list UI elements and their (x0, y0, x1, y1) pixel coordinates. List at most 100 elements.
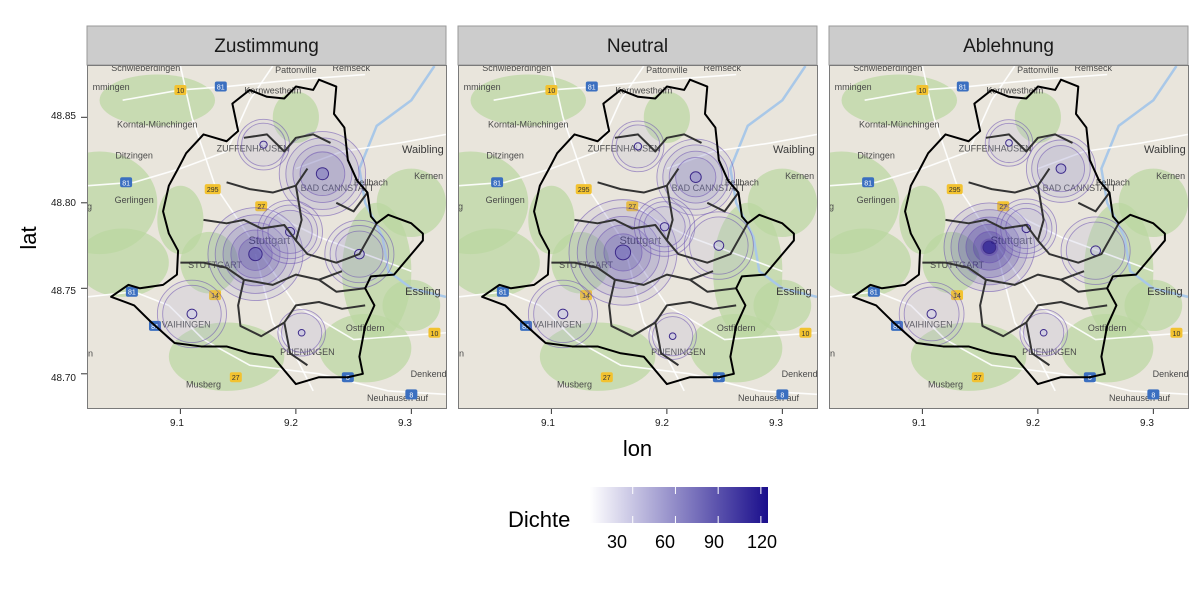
district-boundary (335, 191, 369, 213)
road-shield: 27 (971, 372, 984, 383)
lbl-schwieberdingen: Schwieberdingen (853, 63, 922, 73)
road-shield-label: 81 (493, 180, 501, 187)
lbl-left-en: en (825, 349, 835, 359)
lbl-fellbach: Fellbach (725, 178, 759, 188)
road-shield: 81 (214, 81, 227, 92)
road-shield-label: 8 (409, 392, 413, 399)
density-peak (1055, 163, 1067, 174)
lbl-remseck: Remseck (1075, 63, 1113, 73)
lbl-neuhausen: Neuhausen auf (738, 393, 800, 403)
lbl-ammingen: mmingen (93, 82, 130, 92)
road-shield: 27 (229, 372, 242, 383)
map-area: Schwieberdingen Pattonville Remseck mmingen… (454, 65, 818, 409)
density-hotspot (568, 199, 678, 306)
city-boundary (852, 78, 1166, 386)
road (459, 290, 817, 396)
lbl-neuhausen: Neuhausen auf (367, 393, 429, 403)
density-peak (713, 240, 725, 251)
road (254, 253, 314, 392)
x-tick-label: 9.3 (398, 418, 412, 429)
density-peak (633, 142, 643, 151)
road-shield: 27 (600, 372, 613, 383)
density-hotspot (633, 196, 696, 257)
road-shield-label: 8 (346, 375, 350, 382)
lbl-waiblingen: Waibling (773, 144, 815, 156)
road-shield-label: 295 (207, 187, 219, 194)
legend-tick-label: 30 (607, 532, 627, 552)
park-area (157, 185, 204, 255)
road (179, 66, 446, 341)
road-shield: 295 (204, 184, 221, 195)
park-area (747, 168, 817, 237)
lbl-gerlingen: Gerlingen (486, 195, 525, 205)
density-peak (982, 240, 997, 255)
lbl-korntal: Korntal-Münchingen (859, 120, 940, 130)
road-shield: 295 (946, 184, 963, 195)
park-area (830, 151, 900, 255)
district-boundary (294, 185, 378, 264)
district-boundary (1025, 322, 1050, 367)
lbl-zuffenhausen: ZUFFENHAUSEN (217, 144, 290, 154)
district-boundary (1036, 185, 1120, 264)
lbl-kornwestheim: Kornwestheim (244, 85, 301, 95)
road (1002, 202, 1154, 272)
density-peak (557, 308, 569, 320)
district-boundary (226, 168, 309, 194)
park-area (88, 151, 158, 255)
density-hotspot (1019, 309, 1068, 357)
park-area (1060, 313, 1154, 383)
district-boundary (203, 218, 297, 242)
density-peak (186, 308, 198, 320)
density-hotspot (683, 211, 754, 280)
density-hotspot (898, 281, 965, 347)
road-shield: 10 (174, 84, 187, 95)
district-boundary (243, 133, 331, 153)
road-shield-label: 81 (870, 290, 878, 297)
road-shield-label: 81 (893, 324, 901, 331)
park-area (318, 313, 412, 383)
road-shield: 8 (776, 389, 789, 400)
density-hotspot (156, 279, 227, 349)
density-peak (659, 222, 670, 232)
x-tick-label: 9.1 (541, 418, 555, 429)
lbl-musberg: Musberg (557, 379, 592, 389)
road-shield-label: 81 (151, 324, 159, 331)
y-axis-title: lat (16, 226, 41, 249)
density-hotspot (278, 131, 367, 217)
density-peak (926, 308, 937, 319)
lbl-musberg: Musberg (186, 379, 221, 389)
legend-tick-label: 120 (747, 532, 777, 552)
lbl-vaihingen: VAIHINGEN (904, 320, 953, 330)
lbl-waiblingen: Waibling (402, 144, 444, 156)
legend-tick-marks (632, 487, 762, 523)
road-shield-label: 10 (1173, 331, 1181, 338)
lbl-kernen: Kernen (1156, 171, 1185, 181)
lbl-vaihingen: VAIHINGEN (533, 320, 582, 330)
x-tick-label: 9.3 (769, 418, 783, 429)
road-shield-label: 8 (717, 375, 721, 382)
road-shield-label: 81 (588, 85, 596, 92)
road-shield: 81 (862, 177, 875, 188)
lbl-left-en: en (454, 349, 464, 359)
y-tick-label: 48.70 (51, 373, 76, 384)
park-area (1118, 168, 1188, 237)
park-area (539, 322, 656, 391)
map-area: Schwieberdingen Pattonville Remseck mmingen… (825, 63, 1189, 409)
road-shield-label: 27 (628, 204, 636, 211)
lbl-badcannstatt: BAD CANNSTATT (1043, 183, 1117, 193)
lbl-pattonville: Pattonville (646, 65, 688, 75)
x-tick-label: 9.3 (1140, 418, 1154, 429)
road (550, 66, 817, 341)
road-shield-label: 27 (232, 375, 240, 382)
density-peak (248, 247, 263, 262)
road (666, 133, 817, 170)
district-boundary (574, 218, 668, 242)
road-shield-label: 27 (603, 375, 611, 382)
y-axis: 48.85 48.80 48.75 48.70 lat (16, 111, 87, 384)
lbl-kernen: Kernen (414, 171, 443, 181)
lbl-ditzingen: Ditzingen (486, 150, 524, 160)
lbl-denkendorf: Denkend (1153, 369, 1189, 379)
lbl-left-g: rg (84, 202, 92, 212)
lbl-stuttgart: Stuttgart (620, 235, 662, 247)
lbl-ditzingen: Ditzingen (857, 150, 895, 160)
